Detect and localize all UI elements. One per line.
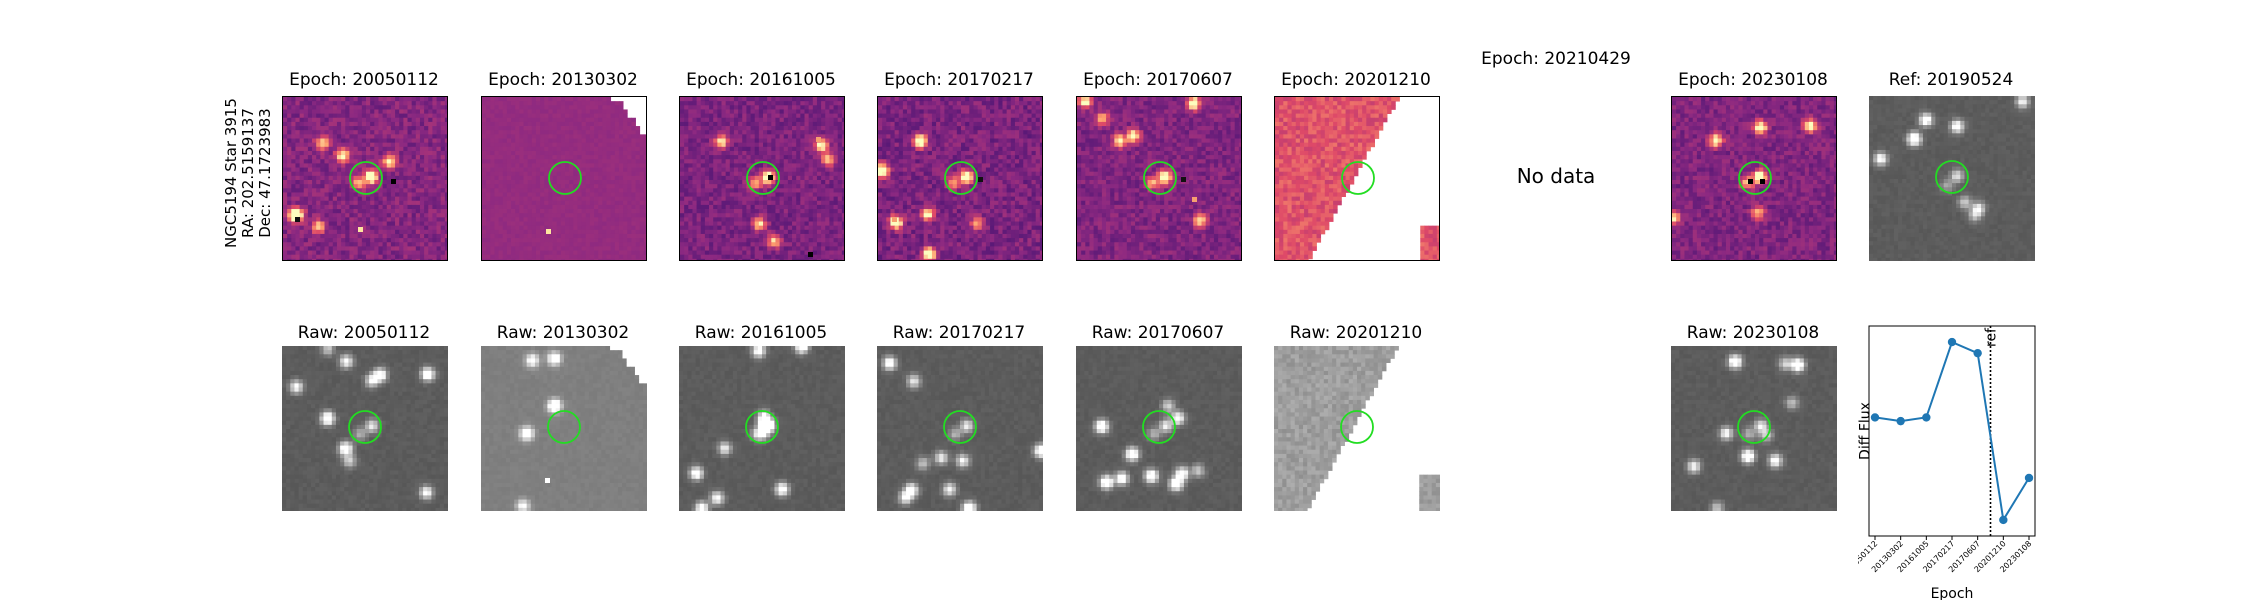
- diff-image-panel: [1671, 96, 1837, 261]
- target-info: NGC5194 Star 3915 RA: 202.5159137 Dec: 4…: [222, 98, 274, 248]
- reference-line-label: ref: [1984, 327, 2000, 347]
- diff-title-2: Epoch: 20161005: [641, 70, 881, 90]
- data-point: [1870, 413, 1880, 422]
- diff-title-6: Epoch: 20210429: [1436, 49, 1676, 69]
- no-data-label: No data: [1456, 164, 1656, 188]
- raw-title-3: Raw: 20170217: [839, 323, 1079, 343]
- diff-title-1: Epoch: 20130302: [443, 70, 683, 90]
- diff-image-panel: [481, 96, 647, 261]
- diff-title-0: Epoch: 20050112: [244, 70, 484, 90]
- reference-image-panel: [1869, 96, 2035, 261]
- data-point: [2024, 473, 2034, 483]
- data-point: [1922, 413, 1931, 422]
- raw-image-panel: [679, 346, 845, 511]
- diff-image-panel: [679, 96, 845, 261]
- raw-title-6: Raw: 20230108: [1633, 323, 1873, 343]
- raw-image-panel: [481, 346, 647, 511]
- raw-image-panel: [1671, 346, 1837, 511]
- target-dec: Dec: 47.1723983: [256, 98, 274, 248]
- raw-image-panel: [877, 346, 1043, 511]
- raw-title-1: Raw: 20130302: [443, 323, 683, 343]
- diff-title-7: Epoch: 20230108: [1633, 70, 1873, 90]
- data-point: [1999, 515, 2008, 525]
- data-point: [1973, 348, 1982, 358]
- diff-image-panel: [282, 96, 448, 261]
- data-point: [1896, 416, 1905, 426]
- raw-image-panel: [282, 346, 448, 511]
- diff-title-4: Epoch: 20170607: [1038, 70, 1278, 90]
- diff-image-panel: [877, 96, 1043, 261]
- raw-title-2: Raw: 20161005: [641, 323, 881, 343]
- light-curve-chart: ref2005011220130302201610052017021720170…: [1858, 325, 2036, 600]
- series-line: [1874, 340, 2030, 523]
- raw-title-4: Raw: 20170607: [1038, 323, 1278, 343]
- data-point: [1947, 337, 1957, 347]
- ref-title: Ref: 20190524: [1831, 70, 2071, 90]
- raw-title-5: Raw: 20201210: [1236, 323, 1476, 343]
- y-axis-label: Diff Flux: [1858, 402, 1874, 460]
- diff-image-panel: [1274, 96, 1440, 261]
- target-ra: RA: 202.5159137: [239, 98, 257, 248]
- diff-image-panel: [1076, 96, 1242, 261]
- raw-title-0: Raw: 20050112: [244, 323, 484, 343]
- plot-axes-frame: [1868, 325, 2036, 537]
- diff-title-3: Epoch: 20170217: [839, 70, 1079, 90]
- x-axis-label: Epoch: [1931, 586, 1974, 600]
- raw-image-panel: [1076, 346, 1242, 511]
- raw-image-panel: [1274, 346, 1440, 511]
- target-name: NGC5194 Star 3915: [222, 98, 240, 248]
- diff-title-5: Epoch: 20201210: [1236, 70, 1476, 90]
